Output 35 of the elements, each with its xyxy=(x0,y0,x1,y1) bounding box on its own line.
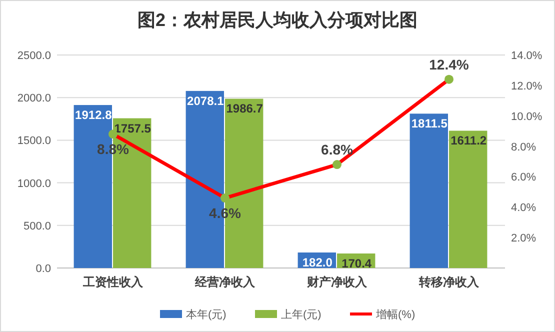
legend-label: 本年(元) xyxy=(186,308,226,321)
x-tick-label: 转移净收入 xyxy=(418,275,480,289)
y-tick-label: 0.0 xyxy=(36,263,51,275)
data-label: 1912.8 xyxy=(75,108,112,122)
x-tick-label: 财产净收入 xyxy=(306,275,368,289)
chart-title: 图2：农村居民人均收入分项对比图 xyxy=(137,10,418,30)
y-tick-label: 1000.0 xyxy=(17,178,51,190)
data-label: 182.0 xyxy=(302,255,333,270)
legend-label: 增幅(%) xyxy=(375,309,416,321)
legend-label: 上年(元) xyxy=(281,308,322,321)
y-tick-label: 1500.0 xyxy=(17,135,51,148)
data-label: 4.6% xyxy=(209,205,242,222)
data-label: 6.8% xyxy=(321,142,354,158)
data-label: 12.4% xyxy=(429,56,470,72)
data-label: 1611.2 xyxy=(450,134,487,148)
y2-tick-label: 6.0% xyxy=(511,172,536,184)
y-tick-label: 2500.0 xyxy=(17,50,51,62)
data-label: 2078.1 xyxy=(187,94,224,108)
data-label: 1986.7 xyxy=(226,102,264,116)
data-label: 8.8% xyxy=(97,141,130,158)
x-tick-label: 工资性收入 xyxy=(82,275,144,289)
data-label: 1757.5 xyxy=(114,121,152,136)
bar xyxy=(449,130,488,268)
data-label: 170.4 xyxy=(342,256,372,270)
y2-tick-label: 12.0% xyxy=(511,80,542,92)
y-tick-label: 500.0 xyxy=(23,220,51,232)
y2-tick-label: 8.0% xyxy=(511,141,536,154)
y2-tick-label: 4.0% xyxy=(511,202,536,214)
y-tick-label: 2000.0 xyxy=(17,92,51,105)
y2-tick-label: 10.0% xyxy=(511,110,542,123)
y2-tick-label: 14.0% xyxy=(511,50,542,62)
x-tick-label: 经营净收入 xyxy=(194,275,256,289)
bar xyxy=(410,114,448,268)
y2-tick-label: 2.0% xyxy=(511,232,536,245)
data-label: 1811.5 xyxy=(411,116,448,131)
